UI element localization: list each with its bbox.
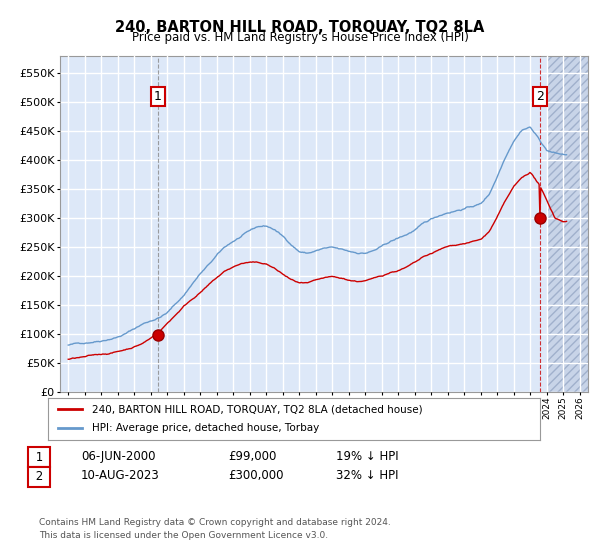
- Text: 2: 2: [536, 90, 544, 103]
- Text: 19% ↓ HPI: 19% ↓ HPI: [336, 450, 398, 463]
- Bar: [547, 56, 588, 392]
- Text: Contains HM Land Registry data © Crown copyright and database right 2024.: Contains HM Land Registry data © Crown c…: [39, 518, 391, 527]
- Text: 240, BARTON HILL ROAD, TORQUAY, TQ2 8LA: 240, BARTON HILL ROAD, TORQUAY, TQ2 8LA: [115, 20, 485, 35]
- Text: £300,000: £300,000: [228, 469, 284, 482]
- Text: 2: 2: [32, 470, 47, 483]
- Text: 06-JUN-2000: 06-JUN-2000: [81, 450, 155, 463]
- Text: 1: 1: [32, 451, 47, 464]
- Text: Price paid vs. HM Land Registry's House Price Index (HPI): Price paid vs. HM Land Registry's House …: [131, 31, 469, 44]
- Text: 240, BARTON HILL ROAD, TORQUAY, TQ2 8LA (detached house): 240, BARTON HILL ROAD, TORQUAY, TQ2 8LA …: [92, 404, 423, 414]
- Text: This data is licensed under the Open Government Licence v3.0.: This data is licensed under the Open Gov…: [39, 531, 328, 540]
- Text: HPI: Average price, detached house, Torbay: HPI: Average price, detached house, Torb…: [92, 423, 320, 433]
- Bar: [547, 56, 588, 392]
- Text: 10-AUG-2023: 10-AUG-2023: [81, 469, 160, 482]
- Text: £99,000: £99,000: [228, 450, 277, 463]
- Text: 1: 1: [154, 90, 162, 103]
- Text: 32% ↓ HPI: 32% ↓ HPI: [336, 469, 398, 482]
